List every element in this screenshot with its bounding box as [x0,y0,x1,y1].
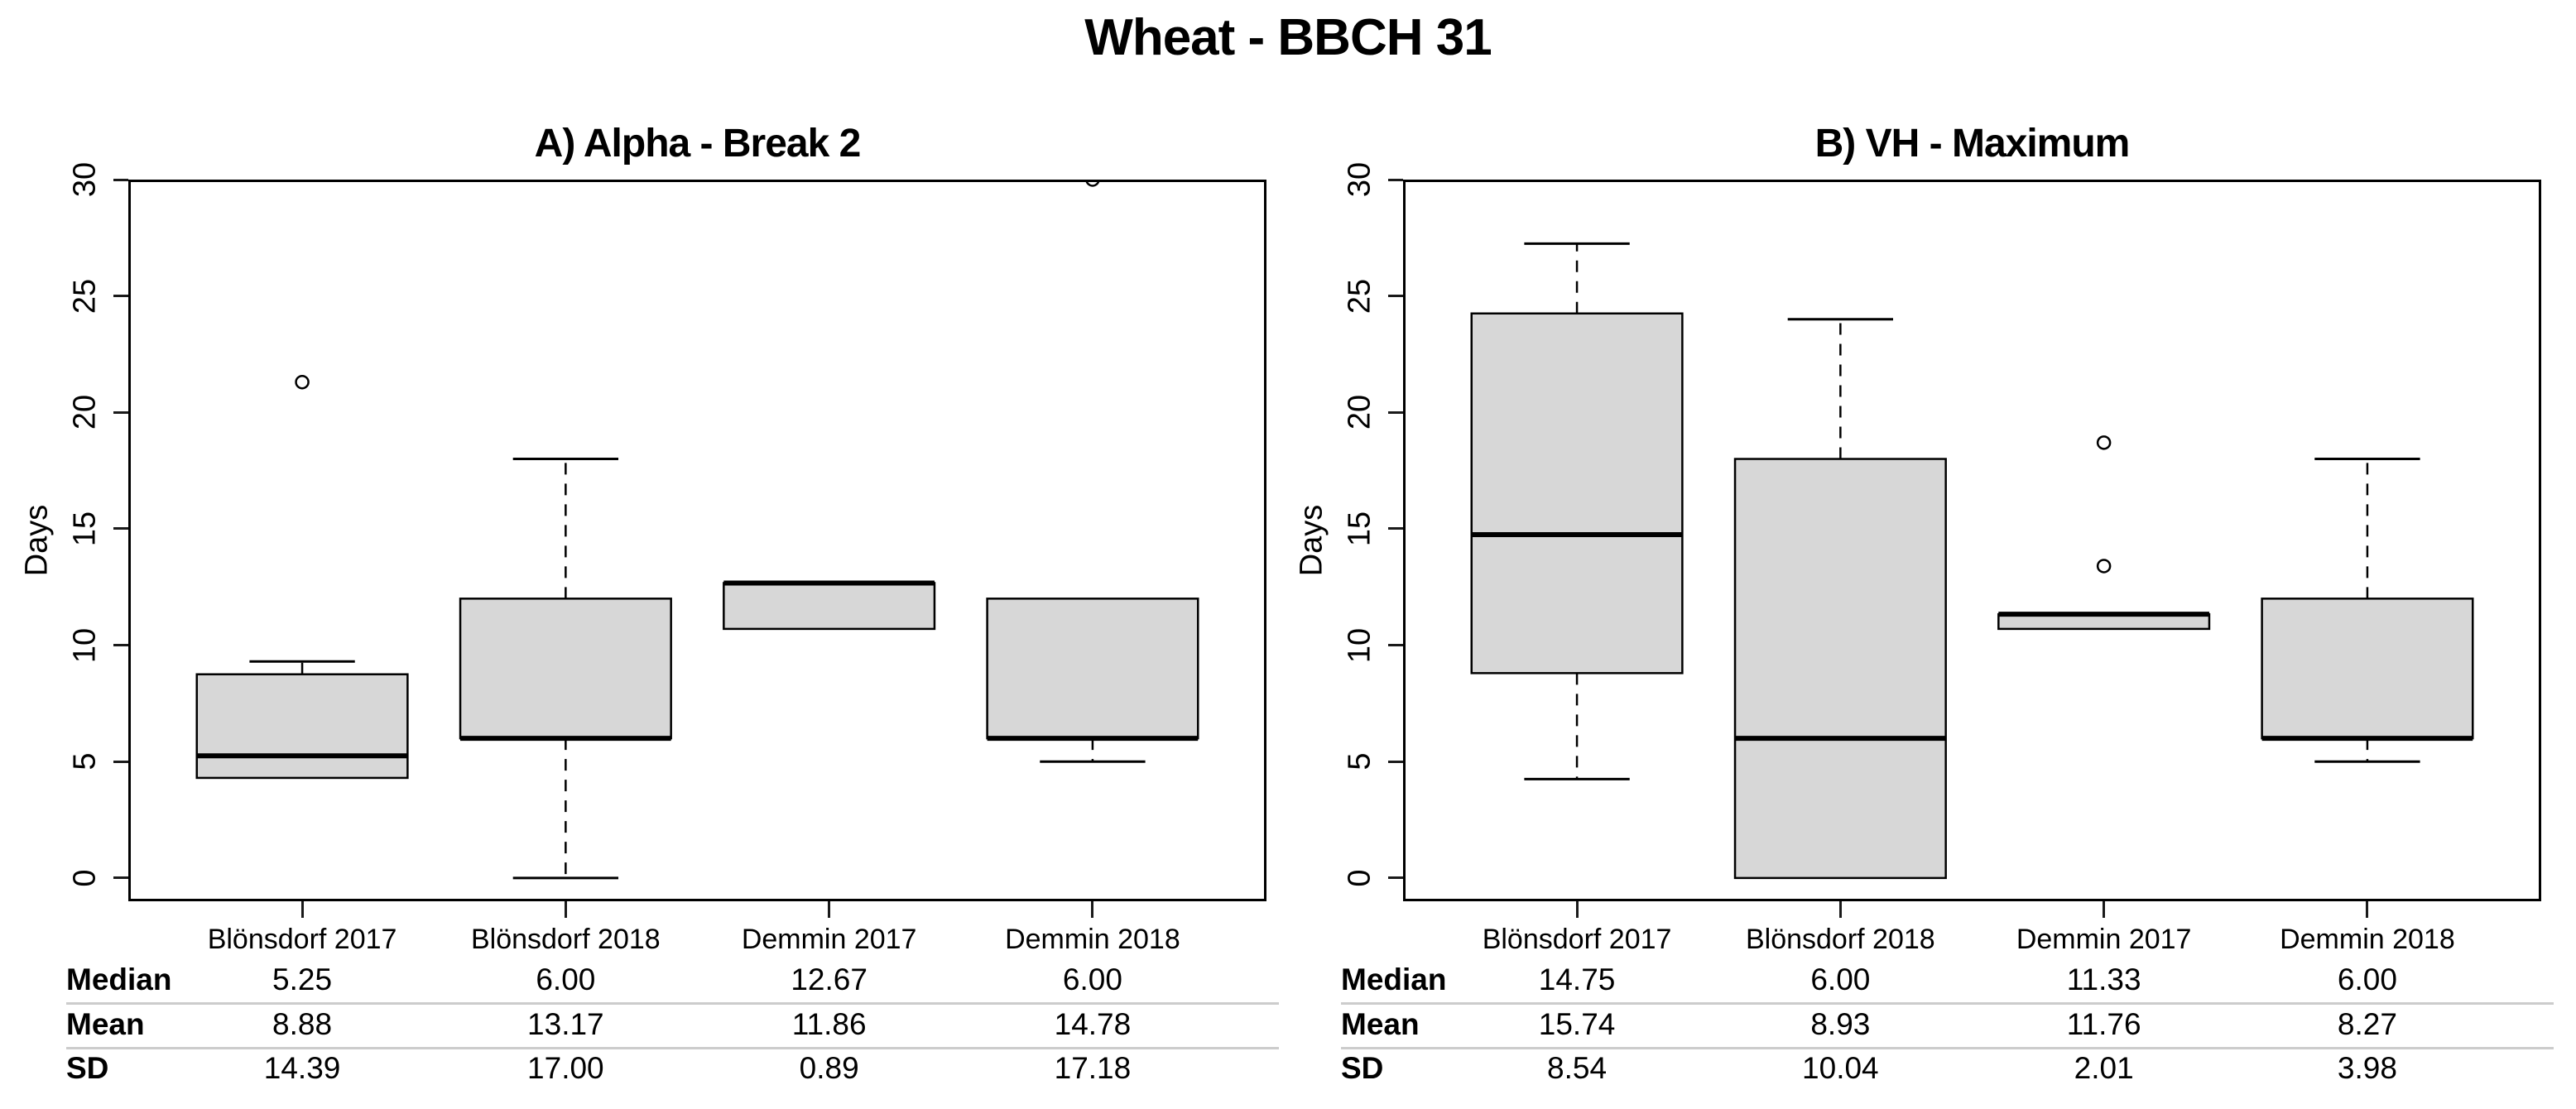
y-tick-label: 20 [1342,395,1377,430]
stats-row-label: SD [66,1051,109,1085]
stats-value: 14.78 [1054,1007,1132,1041]
x-category-label: Demmin 2018 [2280,924,2455,955]
x-tick [564,901,567,918]
figure-title: Wheat - BBCH 31 [1084,9,1492,66]
row-separator [66,1002,1279,1005]
row-separator [1341,1002,2554,1005]
boxplot-box [195,673,409,780]
outlier-point [2096,559,2112,574]
stats-value: 8.88 [272,1007,333,1041]
plot-area [1403,180,2541,901]
x-category-label: Blönsdorf 2018 [470,924,661,955]
x-category-label: Blönsdorf 2017 [207,924,397,955]
panel-title: A) Alpha - Break 2 [534,122,862,166]
y-axis-label: Days [19,504,55,577]
x-tick [828,901,831,918]
boxplot-box [986,598,1199,740]
stats-value: 6.00 [2337,963,2397,996]
y-tick [1388,760,1403,763]
boxplot-box [1470,312,1684,675]
stats-value: 6.00 [1062,963,1122,996]
stats-value: 8.54 [1547,1051,1608,1085]
stats-value: 8.93 [1810,1007,1871,1041]
y-tick [113,760,128,763]
y-tick-label: 25 [67,278,103,314]
y-tick [1388,876,1403,880]
y-tick-label: 15 [67,511,103,547]
x-tick [2366,901,2369,918]
outlier-point [1085,180,1100,187]
boxplot-box [2261,598,2474,740]
plot-frame [128,180,1266,901]
x-category-label: Demmin 2017 [741,924,917,955]
stats-row-label: Median [66,963,172,996]
stats-row-label: Mean [1341,1007,1420,1041]
y-tick-label: 30 [1342,161,1377,198]
row-separator [66,1047,1279,1049]
stats-row-label: SD [1341,1051,1384,1085]
y-tick-label: 20 [67,395,103,430]
y-tick [1388,178,1403,181]
stats-value: 17.18 [1054,1051,1132,1085]
y-tick [113,178,128,181]
x-tick [1091,901,1094,918]
outlier-point [2096,435,2112,450]
boxplot-box [723,582,936,631]
x-category-label: Blönsdorf 2018 [1745,924,1935,955]
stats-value: 15.74 [1538,1007,1616,1041]
y-tick [1388,527,1403,530]
stats-value: 12.67 [791,963,867,996]
y-axis-label: Days [1294,504,1329,577]
y-tick-label: 5 [67,752,103,771]
y-tick [113,644,128,647]
x-tick [300,901,304,918]
y-tick-label: 5 [1342,752,1377,771]
x-tick [1575,901,1579,918]
x-category-label: Demmin 2017 [2016,924,2192,955]
stats-value: 11.33 [2066,963,2141,996]
stats-value: 6.00 [536,963,596,996]
y-tick-label: 30 [67,161,103,198]
boxplot-box [459,598,672,740]
stats-row-label: Median [1341,963,1447,996]
y-tick-label: 10 [1342,627,1377,663]
x-tick [1838,901,1842,918]
plot-area [128,180,1266,901]
boxplot-box [1733,458,1947,880]
x-tick [2103,901,2106,918]
stats-value: 10.04 [1802,1051,1879,1085]
stats-value: 14.75 [1538,963,1616,996]
x-category-label: Blönsdorf 2017 [1482,924,1672,955]
stats-value: 5.25 [272,963,333,996]
y-tick [1388,410,1403,414]
outlier-point [295,374,310,390]
stats-value: 17.00 [527,1051,604,1085]
plot-frame [1403,180,2541,901]
y-tick [113,410,128,414]
stats-value: 8.27 [2337,1007,2397,1041]
stats-value: 0.89 [799,1051,859,1085]
y-tick [1388,644,1403,647]
stats-value: 11.86 [791,1007,867,1041]
stats-value: 14.39 [263,1051,341,1085]
stats-value: 3.98 [2337,1051,2397,1085]
y-tick [113,527,128,530]
stats-row-label: Mean [66,1007,145,1041]
stats-value: 11.76 [2066,1007,2141,1041]
x-category-label: Demmin 2018 [1005,924,1180,955]
stats-value: 13.17 [527,1007,604,1041]
y-tick-label: 0 [1342,869,1377,887]
y-tick-label: 15 [1342,511,1377,547]
y-tick-label: 10 [67,627,103,663]
y-tick-label: 0 [67,869,103,887]
y-tick-label: 25 [1342,278,1377,314]
y-tick [113,876,128,880]
panel-title: B) VH - Maximum [1814,122,2131,166]
stats-value: 2.01 [2074,1051,2134,1085]
stats-value: 6.00 [1810,963,1871,996]
row-separator [1341,1047,2554,1049]
y-tick [113,295,128,298]
y-tick [1388,295,1403,298]
